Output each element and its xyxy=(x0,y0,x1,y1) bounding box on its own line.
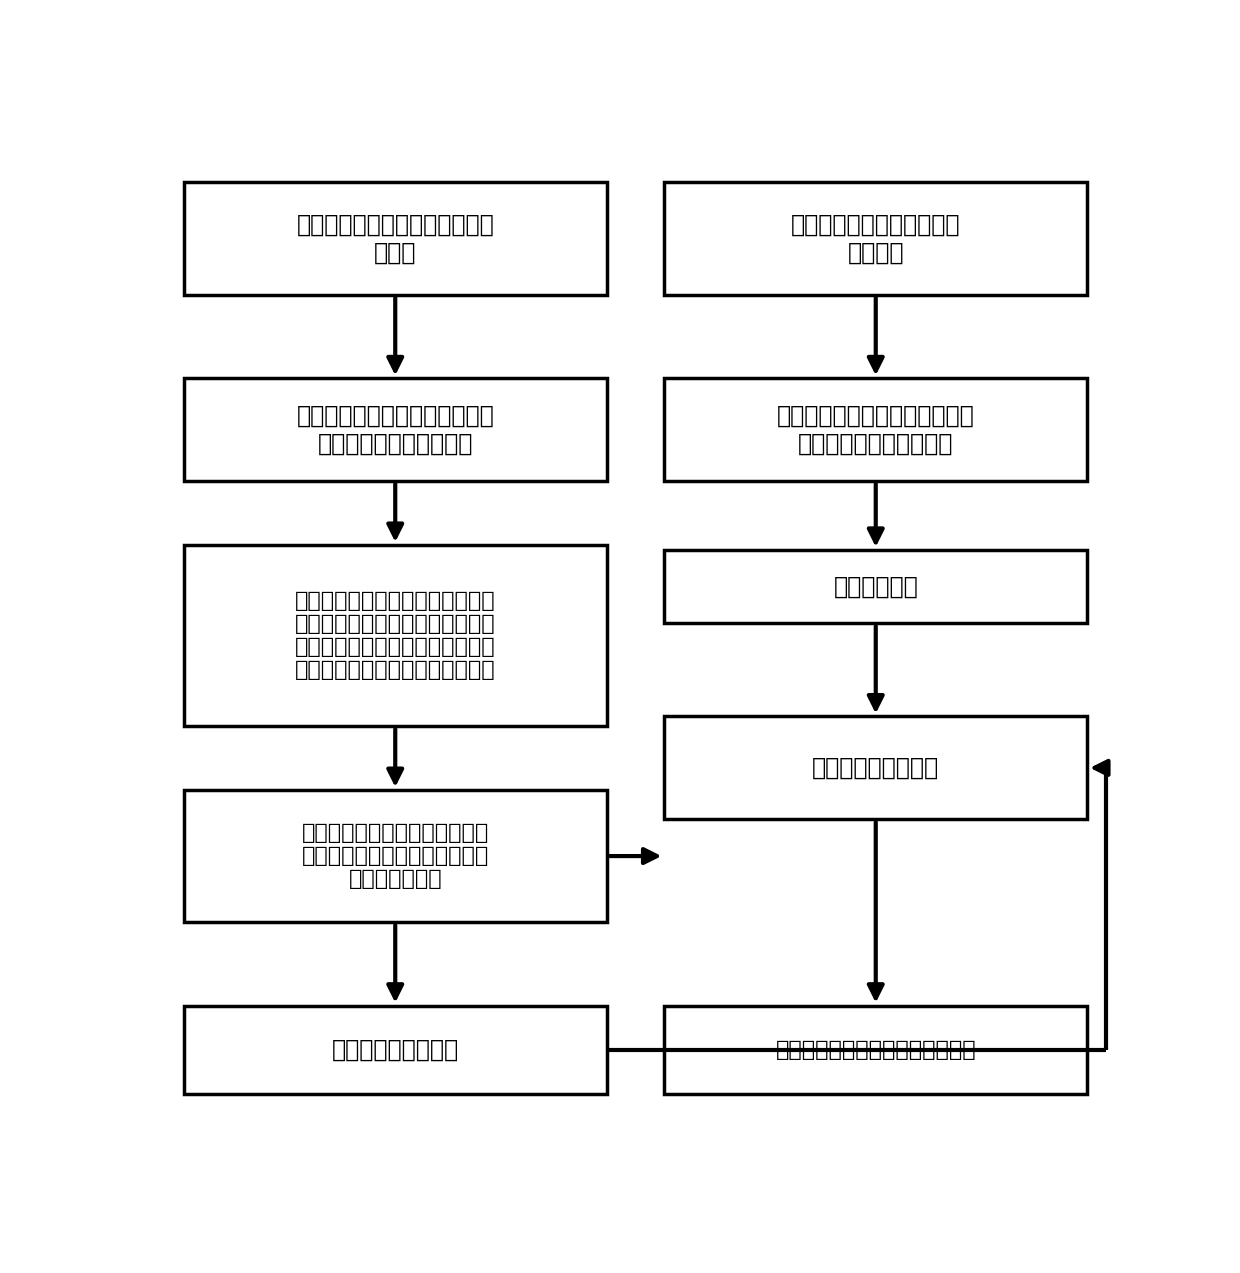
Text: 构建训练步态模式库: 构建训练步态模式库 xyxy=(331,1037,459,1062)
Text: 对膝关节股骨相对胫骨的内外旋角
度、屈伸角度以及膝关节股骨相对
胫骨的内外位移数据进行相空间重
构，计算欧氏距离，得到步态特征: 对膝关节股骨相对胫骨的内外旋角 度、屈伸角度以及膝关节股骨相对 胫骨的内外位移数… xyxy=(295,591,496,680)
Text: 膝骨性关节炎患者和健康正常人
的步态: 膝骨性关节炎患者和健康正常人 的步态 xyxy=(296,213,494,265)
Text: 通过光学传感器获取膝关节角度
和位移等步态运动学数据: 通过光学传感器获取膝关节角度 和位移等步态运动学数据 xyxy=(777,404,975,456)
FancyBboxPatch shape xyxy=(184,378,606,481)
FancyBboxPatch shape xyxy=(184,1006,606,1094)
FancyBboxPatch shape xyxy=(665,550,1087,624)
FancyBboxPatch shape xyxy=(665,1006,1087,1094)
FancyBboxPatch shape xyxy=(184,545,606,726)
Text: 通过光学传感器获取膝关节角度
和位移等步态运动学数据: 通过光学传感器获取膝关节角度 和位移等步态运动学数据 xyxy=(296,404,494,456)
FancyBboxPatch shape xyxy=(184,182,606,295)
Text: 生成一组分类误差，输出诊断结果: 生成一组分类误差，输出诊断结果 xyxy=(775,1040,976,1059)
FancyBboxPatch shape xyxy=(665,182,1087,295)
Text: 导出步态特征: 导出步态特征 xyxy=(833,574,918,598)
FancyBboxPatch shape xyxy=(665,717,1087,820)
FancyBboxPatch shape xyxy=(184,789,606,922)
Text: 待诊断膝骨性关节炎患者的
异常步态: 待诊断膝骨性关节炎患者的 异常步态 xyxy=(791,213,961,265)
Text: 基于步态特征，利用确定学习理
论和神经网络对步态系统动力学
进行建模和辨识: 基于步态特征，利用确定学习理 论和神经网络对步态系统动力学 进行建模和辨识 xyxy=(301,822,489,890)
FancyBboxPatch shape xyxy=(665,378,1087,481)
Text: 构建一组动态估计器: 构建一组动态估计器 xyxy=(812,756,940,780)
